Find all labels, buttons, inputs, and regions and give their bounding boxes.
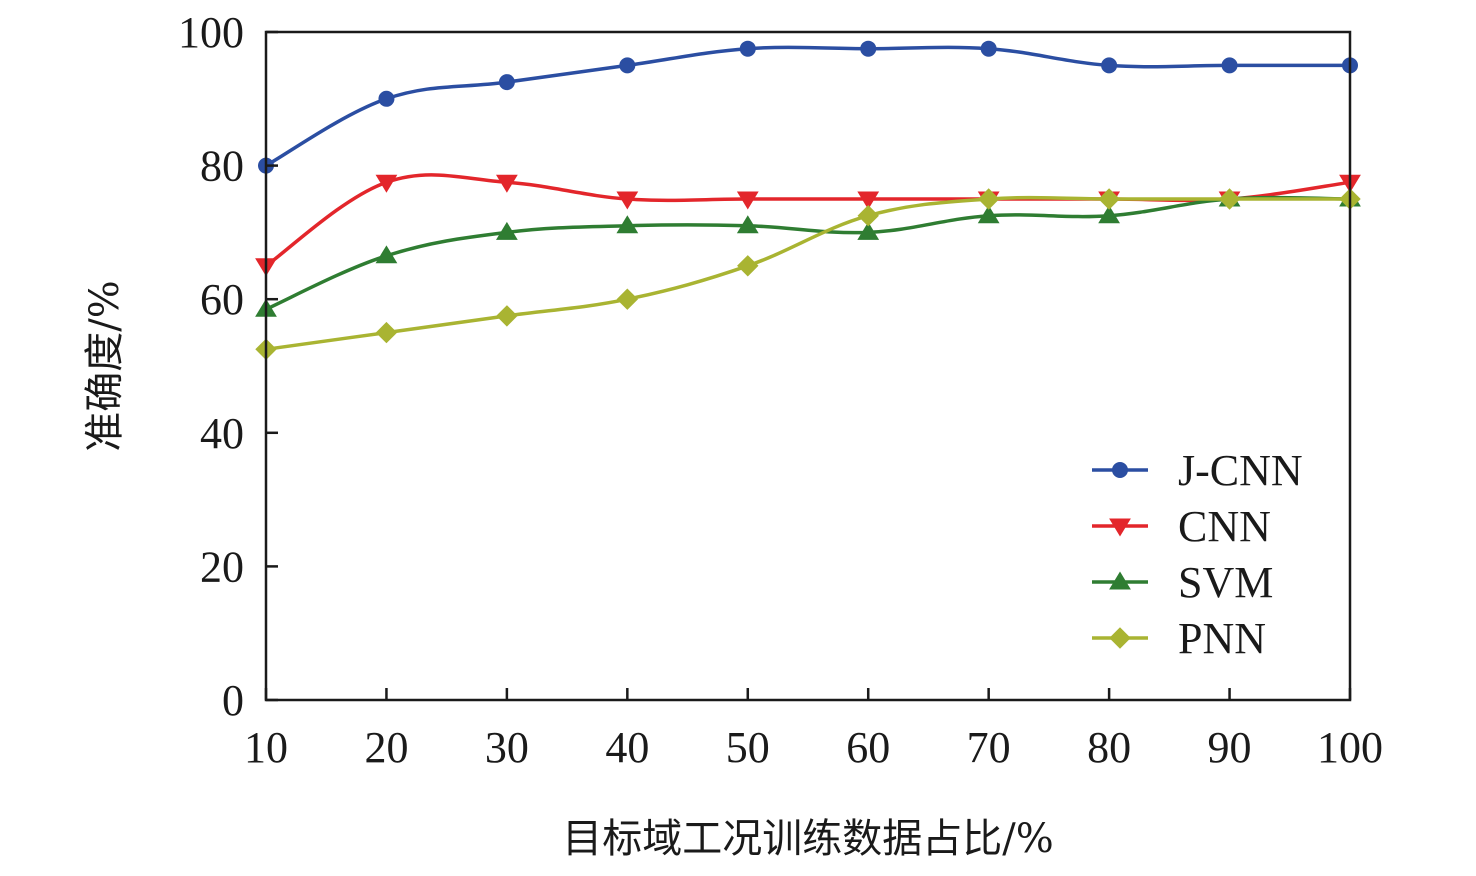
x-tick-label: 60 [846,723,890,772]
data-point [977,205,1000,224]
data-point [378,90,395,107]
data-point [375,245,398,264]
data-point [498,74,515,91]
x-tick-label: 10 [244,723,288,772]
data-point [1221,57,1238,74]
legend-marker [1112,462,1128,478]
legend-entry: CNN [1092,502,1271,551]
series-svm [255,188,1361,317]
data-point [736,215,759,234]
data-point [860,40,877,57]
legend-marker [1109,627,1131,649]
y-tick-label: 0 [222,676,244,725]
data-point [616,215,639,234]
data-point [736,191,759,210]
data-point [496,174,518,193]
data-point [980,40,997,57]
series-line [264,45,1352,168]
x-tick-label: 80 [1087,723,1131,772]
data-point [619,57,636,74]
legend: J-CNN CNN SVM PNN [1092,446,1303,663]
data-point [739,40,756,57]
series-line [264,173,1352,268]
series-j-cnn [258,40,1358,174]
series-cnn [255,173,1361,277]
data-point [496,221,518,240]
series-pnn [255,188,1361,361]
data-point [857,191,880,210]
data-point [1101,57,1118,74]
x-tick-label: 90 [1208,723,1252,772]
y-tick-label: 40 [200,409,244,458]
data-point [977,188,1000,210]
legend-entry: J-CNN [1092,446,1303,495]
legend-marker [1109,518,1131,537]
x-tick-label: 40 [605,723,649,772]
data-point [1098,188,1120,210]
data-point [857,221,880,240]
y-axis-title: 准确度/% [82,280,128,451]
legend-marker [1109,571,1131,590]
legend-entry: PNN [1092,614,1266,663]
legend-entry: SVM [1092,558,1273,607]
ticks-layer: 10 20 30 40 50 60 70 80 90 100 0 20 40 60 80 100 [178,8,1383,772]
data-point [616,288,639,310]
data-point [375,321,398,344]
y-tick-label: 20 [200,542,244,591]
legend-label: SVM [1178,558,1273,607]
data-point [496,305,518,327]
x-tick-label: 100 [1317,723,1383,772]
y-tick-label: 60 [200,275,244,324]
y-tick-label: 100 [178,8,244,57]
data-point [737,255,759,277]
series-layer [255,40,1361,361]
series-line [264,195,1352,352]
x-tick-label: 70 [967,723,1011,772]
y-tick-label: 80 [200,142,244,191]
plot-frame [264,30,1352,702]
legend-label: J-CNN [1178,446,1303,495]
data-point [1218,188,1241,210]
data-point [375,174,398,193]
x-tick-label: 30 [485,723,529,772]
data-point [857,204,879,227]
x-tick-label: 50 [726,723,770,772]
series-line [264,195,1352,311]
data-point [616,191,639,210]
legend-label: CNN [1178,502,1271,551]
x-axis-title: 目标域工况训练数据占比/% [562,816,1053,862]
legend-label: PNN [1178,614,1266,663]
x-tick-label: 20 [364,723,408,772]
data-point [1098,205,1120,224]
